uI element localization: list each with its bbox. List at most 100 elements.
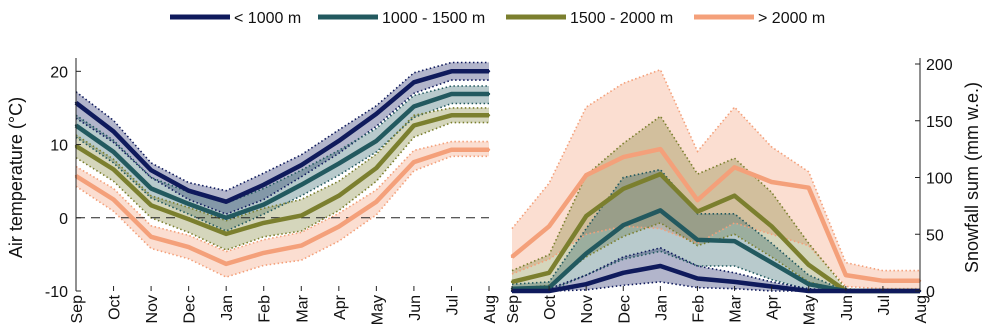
data-point <box>696 210 699 213</box>
data-point <box>844 273 847 277</box>
legend-label: < 1000 m <box>234 10 301 27</box>
series-band <box>512 69 920 289</box>
x-tick-label: Sep <box>69 295 86 324</box>
x-tick-label: Apr <box>765 294 782 320</box>
y-tick-label: 50 <box>926 227 944 244</box>
data-point <box>112 198 115 201</box>
x-tick-label: Nov <box>579 295 596 323</box>
data-point <box>112 168 115 171</box>
y-tick-label: 100 <box>926 171 953 188</box>
data-point <box>585 252 588 255</box>
x-tick-label: Jul <box>444 295 461 315</box>
data-point <box>375 200 378 203</box>
data-point <box>412 81 416 84</box>
data-point <box>659 172 662 176</box>
data-point <box>770 261 773 264</box>
data-point <box>225 232 228 236</box>
data-point <box>807 186 810 189</box>
data-point <box>337 162 340 165</box>
series-band <box>512 169 920 291</box>
data-point <box>547 225 551 228</box>
data-point <box>622 224 625 227</box>
x-tick-label: Mar <box>728 294 745 322</box>
data-point <box>510 280 514 284</box>
legend-label: > 2000 m <box>758 10 825 27</box>
data-point <box>149 187 153 190</box>
data-point <box>375 139 378 143</box>
data-point <box>375 112 378 116</box>
data-point <box>262 251 265 255</box>
series-band-edge <box>75 85 489 204</box>
chart-panel-1 <box>74 58 491 292</box>
y-axis-label: Air temperature (°C) <box>6 97 26 258</box>
x-tick-label: Apr <box>332 294 349 320</box>
data-point <box>187 189 190 192</box>
data-point <box>300 183 303 186</box>
data-point <box>412 124 416 127</box>
data-point <box>337 225 340 228</box>
y-tick-label: -10 <box>45 284 68 301</box>
data-point <box>225 262 228 266</box>
data-point <box>112 150 115 154</box>
series-line <box>512 263 920 294</box>
data-point <box>881 279 885 282</box>
x-tick-label: Sep <box>505 295 522 324</box>
data-point <box>585 283 588 286</box>
series-line <box>74 113 489 237</box>
data-point <box>622 187 625 190</box>
series-band-edge <box>511 222 920 290</box>
data-point <box>375 166 378 170</box>
data-point <box>187 218 190 221</box>
data-point <box>149 169 153 172</box>
data-point <box>337 194 340 197</box>
data-point <box>187 202 190 206</box>
data-point <box>487 114 491 117</box>
data-point <box>622 155 625 159</box>
data-point <box>450 92 453 96</box>
data-point <box>262 203 265 206</box>
data-point <box>770 180 773 184</box>
y-axis-label: Snowfall sum (mm w.e.) <box>962 82 982 273</box>
data-point <box>659 264 662 268</box>
x-tick-label: Jan <box>653 295 670 321</box>
x-tick-label: Oct <box>107 294 124 319</box>
series-band-edge <box>75 102 489 232</box>
data-point <box>733 280 736 284</box>
data-point <box>696 199 699 202</box>
data-point <box>412 105 416 108</box>
data-point <box>450 148 453 151</box>
x-tick-label: Dec <box>616 295 633 323</box>
x-tick-label: Jun <box>407 295 424 321</box>
series-band-edge <box>75 140 489 253</box>
series-band <box>76 62 489 215</box>
data-point <box>450 114 453 117</box>
series-line <box>510 146 920 284</box>
data-point <box>149 204 153 207</box>
x-tick-label: Aug <box>913 295 930 323</box>
data-point <box>733 194 736 197</box>
data-point <box>487 148 491 151</box>
x-tick-label: Dec <box>182 295 199 323</box>
series-line <box>74 91 489 221</box>
data-point <box>300 214 303 217</box>
y-tick-label: 20 <box>50 64 68 81</box>
x-tick-label: Jun <box>839 295 856 321</box>
series-line <box>74 147 489 267</box>
y-tick-label: 0 <box>59 211 68 228</box>
data-point <box>733 166 736 169</box>
y-tick-label: 10 <box>50 138 68 155</box>
data-point <box>733 239 736 243</box>
y-tick-label: 150 <box>926 114 953 131</box>
series-band-edge <box>75 155 489 278</box>
data-point <box>225 200 228 203</box>
data-point <box>807 263 810 267</box>
x-tick-label: Feb <box>690 295 707 323</box>
legend-label: 1000 - 1500 m <box>382 10 485 27</box>
data-point <box>659 209 662 212</box>
data-point <box>262 183 265 186</box>
data-point <box>547 271 551 274</box>
y-tick-label: 200 <box>926 57 953 74</box>
data-point <box>262 221 265 225</box>
